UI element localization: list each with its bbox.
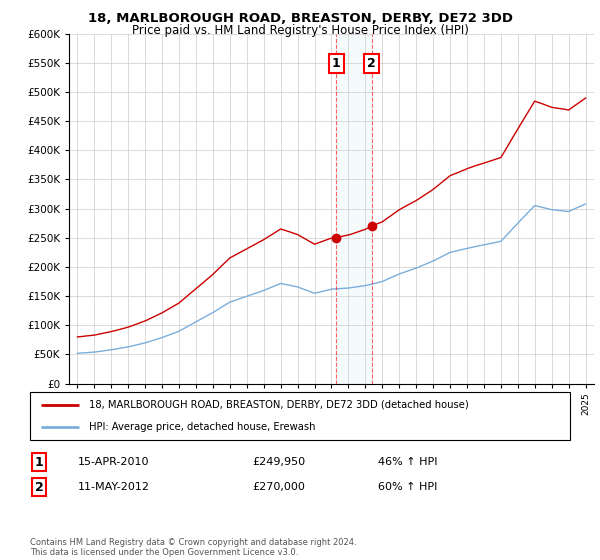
Text: £249,950: £249,950	[252, 457, 305, 467]
Text: HPI: Average price, detached house, Erewash: HPI: Average price, detached house, Erew…	[89, 422, 316, 432]
Text: 2: 2	[35, 480, 43, 494]
FancyBboxPatch shape	[30, 392, 570, 440]
Bar	[337, 34, 371, 384]
Text: Price paid vs. HM Land Registry's House Price Index (HPI): Price paid vs. HM Land Registry's House …	[131, 24, 469, 36]
Text: 60% ↑ HPI: 60% ↑ HPI	[378, 482, 437, 492]
Text: 18, MARLBOROUGH ROAD, BREASTON, DERBY, DE72 3DD (detached house): 18, MARLBOROUGH ROAD, BREASTON, DERBY, D…	[89, 400, 469, 410]
Text: 1: 1	[332, 57, 341, 70]
Text: £270,000: £270,000	[252, 482, 305, 492]
Text: Contains HM Land Registry data © Crown copyright and database right 2024.
This d: Contains HM Land Registry data © Crown c…	[30, 538, 356, 557]
Text: 18, MARLBOROUGH ROAD, BREASTON, DERBY, DE72 3DD: 18, MARLBOROUGH ROAD, BREASTON, DERBY, D…	[88, 12, 512, 25]
Text: 1: 1	[35, 455, 43, 469]
Text: 46% ↑ HPI: 46% ↑ HPI	[378, 457, 437, 467]
Text: 2: 2	[367, 57, 376, 70]
Text: 15-APR-2010: 15-APR-2010	[78, 457, 149, 467]
Text: 11-MAY-2012: 11-MAY-2012	[78, 482, 150, 492]
